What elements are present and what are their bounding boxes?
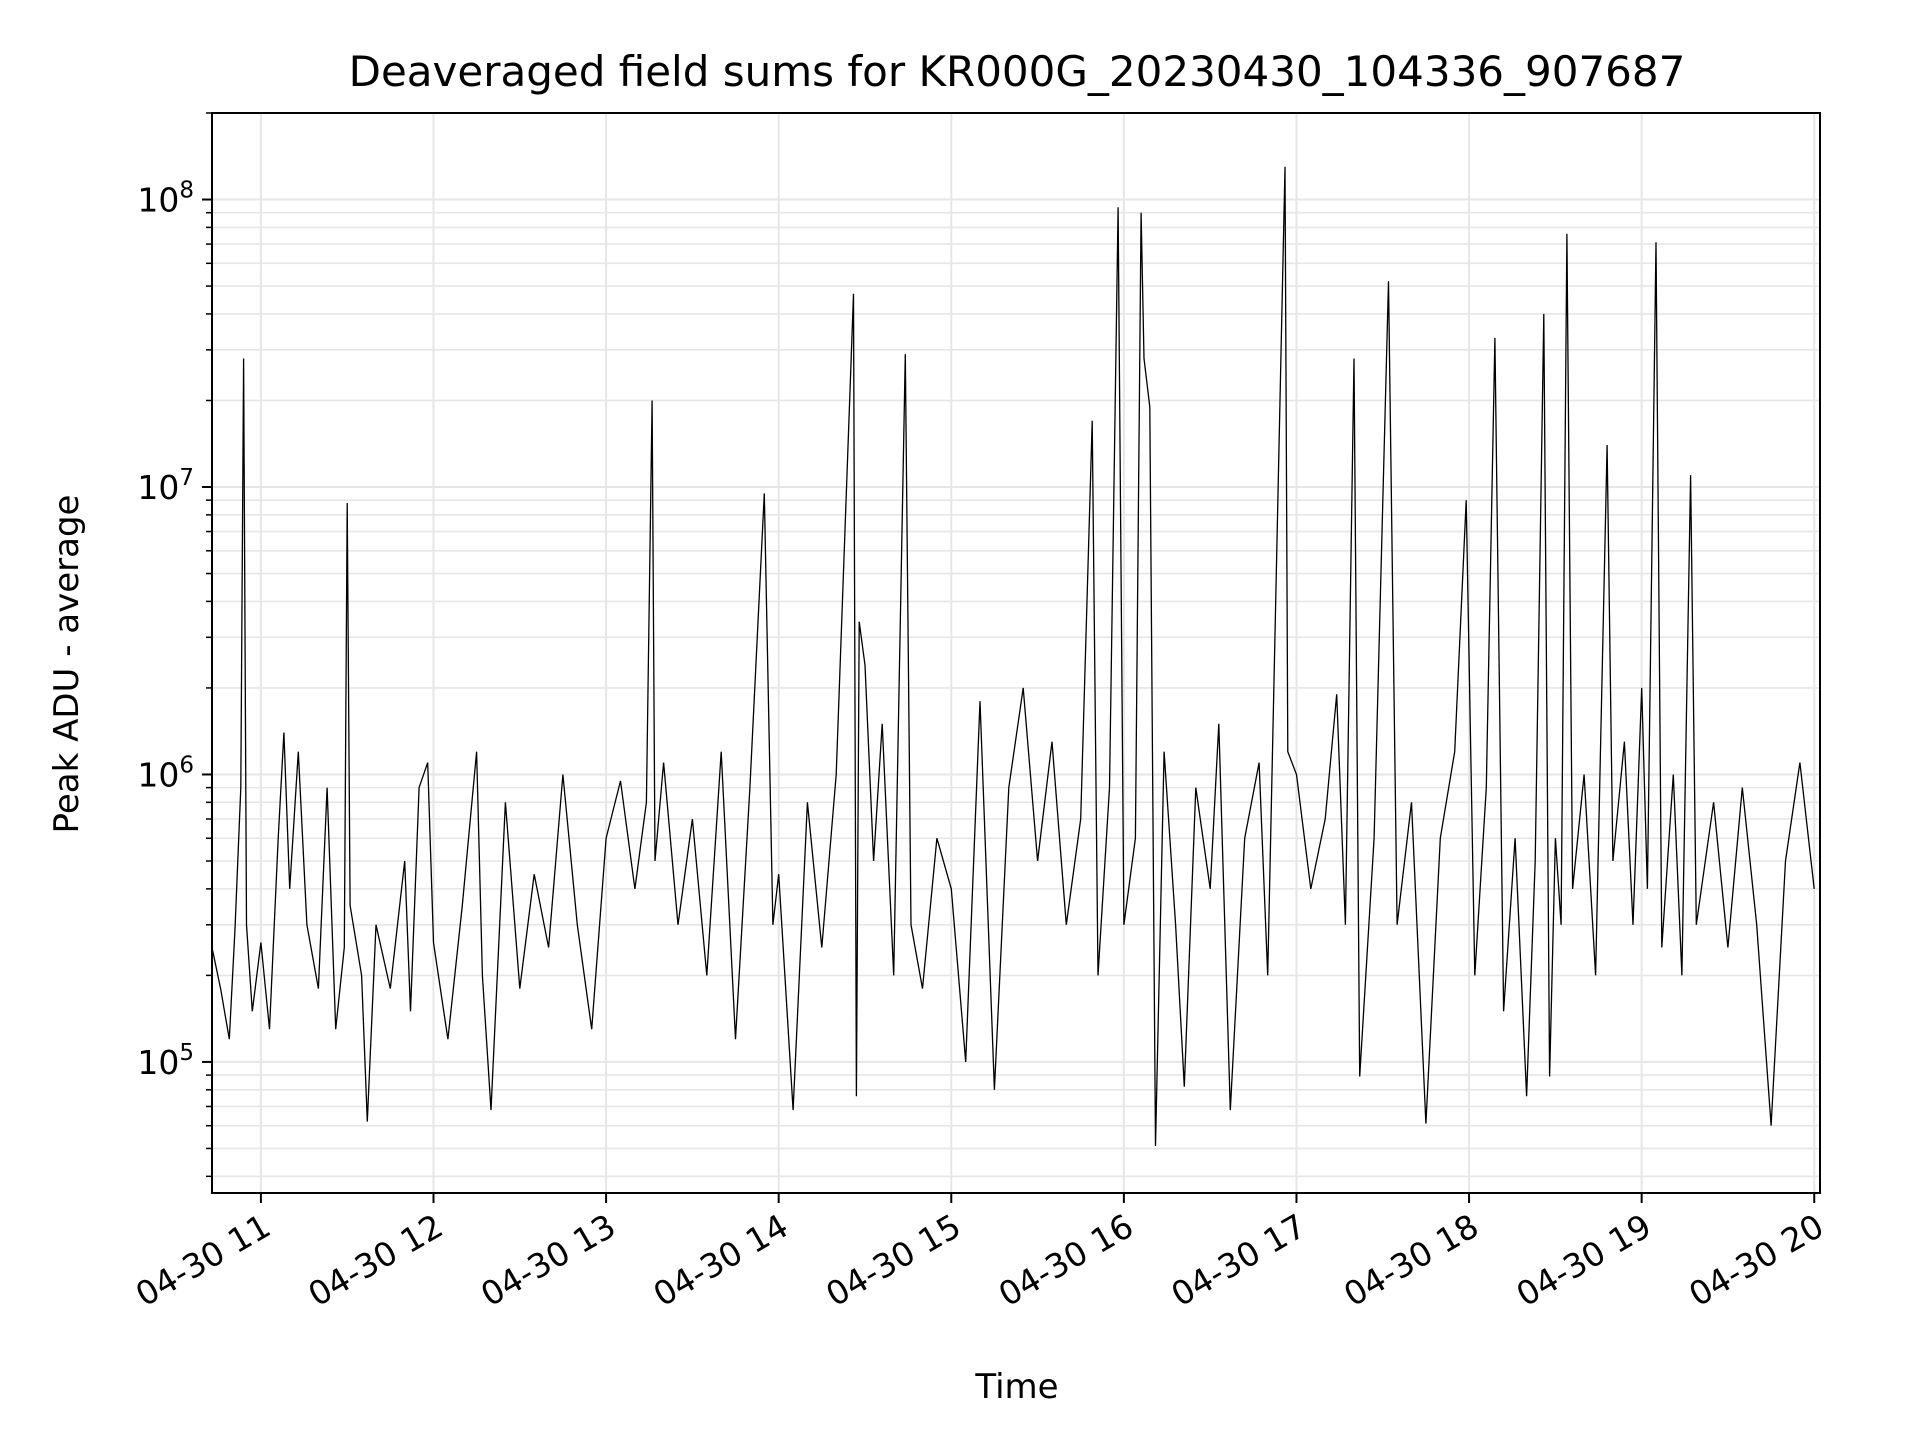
y-tick-label: 106 bbox=[137, 752, 194, 794]
y-tick-label: 108 bbox=[137, 178, 194, 220]
series-line bbox=[211, 166, 1815, 1147]
data-series bbox=[211, 166, 1815, 1147]
chart-title: Deaveraged field sums for KR000G_2023043… bbox=[349, 47, 1686, 96]
plot-frame bbox=[211, 112, 1821, 1194]
y-tick-label: 107 bbox=[137, 465, 194, 507]
x-axis-label: Time bbox=[974, 1367, 1058, 1407]
y-axis-label: Peak ADU - average bbox=[47, 495, 87, 834]
y-tick-label: 105 bbox=[137, 1040, 194, 1082]
